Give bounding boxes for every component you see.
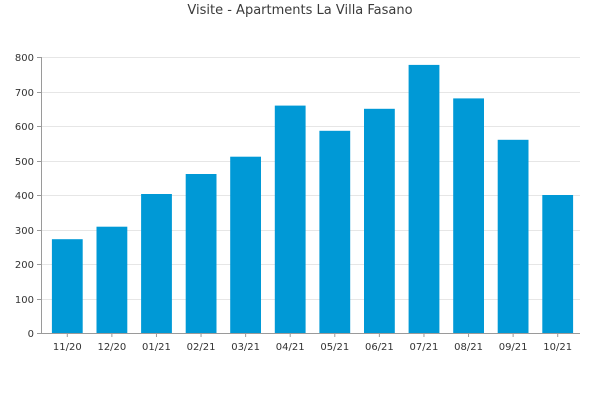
bar-05-21[interactable] bbox=[319, 130, 351, 333]
x-tick-label: 12/20 bbox=[97, 342, 126, 353]
x-tick-labels: 11/20 12/20 01/21 02/21 03/21 04/21 05/21 06/21… bbox=[53, 333, 572, 353]
y-tick-label: 200 bbox=[15, 260, 34, 271]
y-tick-label: 300 bbox=[15, 226, 34, 237]
y-tick-label: 100 bbox=[15, 295, 34, 306]
bar-03-21[interactable] bbox=[230, 156, 261, 333]
x-tick-label: 03/21 bbox=[231, 342, 260, 353]
bar-06-21[interactable] bbox=[364, 108, 395, 334]
axes bbox=[41, 57, 580, 334]
bars bbox=[51, 64, 574, 334]
x-tick-label: 10/21 bbox=[543, 342, 572, 353]
x-tick-label: 11/20 bbox=[53, 342, 82, 353]
y-tick-labels: 0 100 200 300 400 500 600 700 800 bbox=[15, 53, 34, 340]
bar-07-21[interactable] bbox=[408, 64, 440, 334]
bar-11-20[interactable] bbox=[51, 239, 83, 333]
x-tick-label: 09/21 bbox=[499, 342, 528, 353]
y-tick-label: 600 bbox=[15, 122, 34, 133]
x-tick-label: 06/21 bbox=[365, 342, 394, 353]
bar-09-21[interactable] bbox=[497, 139, 529, 333]
bar-12-20[interactable] bbox=[96, 226, 128, 333]
bar-04-21[interactable] bbox=[274, 105, 306, 333]
y-tick-label: 500 bbox=[15, 157, 34, 168]
x-tick-label: 07/21 bbox=[410, 342, 439, 353]
y-tick-label: 0 bbox=[28, 329, 34, 340]
x-tick-label: 08/21 bbox=[454, 342, 483, 353]
grid-lines bbox=[37, 57, 580, 334]
chart-title: Visite - Apartments La Villa Fasano bbox=[187, 3, 413, 18]
bar-08-21[interactable] bbox=[453, 98, 484, 334]
bar-01-21[interactable] bbox=[141, 194, 172, 333]
x-tick-label: 02/21 bbox=[187, 342, 216, 353]
x-tick-label: 05/21 bbox=[320, 342, 349, 353]
bar-10-21[interactable] bbox=[542, 195, 574, 333]
y-tick-label: 400 bbox=[15, 191, 34, 202]
x-tick-label: 04/21 bbox=[276, 342, 305, 353]
bar-02-21[interactable] bbox=[185, 174, 217, 333]
y-tick-label: 800 bbox=[15, 53, 34, 64]
x-tick-label: 01/21 bbox=[142, 342, 171, 353]
y-tick-label: 700 bbox=[15, 88, 34, 99]
